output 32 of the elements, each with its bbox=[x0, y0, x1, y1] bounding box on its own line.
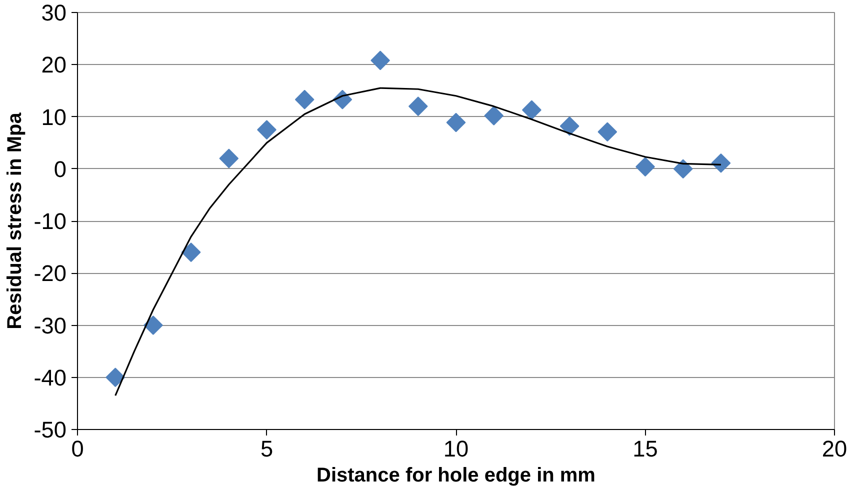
y-axis-title: Residual stress in Mpa bbox=[4, 112, 26, 330]
x-axis-title: Distance for hole edge in mm bbox=[316, 464, 596, 486]
point bbox=[257, 120, 276, 140]
point bbox=[711, 153, 731, 173]
y-tick-label: 20 bbox=[41, 52, 66, 78]
y-tick-label: 0 bbox=[54, 156, 67, 182]
y-tick-label: -10 bbox=[34, 208, 67, 234]
point bbox=[673, 159, 693, 179]
y-tick-label: -40 bbox=[34, 364, 67, 390]
point bbox=[636, 157, 655, 176]
point bbox=[560, 116, 580, 136]
point bbox=[598, 122, 618, 142]
x-tick-label: 20 bbox=[822, 436, 848, 462]
y-tick-label: -30 bbox=[34, 312, 67, 338]
x-tick-label: 5 bbox=[260, 436, 274, 462]
point bbox=[219, 148, 239, 168]
point bbox=[370, 50, 390, 70]
point bbox=[106, 368, 126, 388]
point bbox=[181, 242, 201, 262]
y-tick-label: 30 bbox=[41, 0, 66, 26]
point bbox=[446, 112, 466, 132]
point bbox=[484, 106, 504, 126]
y-tick-label: -50 bbox=[34, 416, 67, 442]
x-tick-label: 0 bbox=[71, 436, 84, 462]
point bbox=[294, 90, 314, 110]
point bbox=[522, 100, 542, 120]
point bbox=[144, 316, 163, 335]
y-tick-label: 10 bbox=[41, 104, 66, 130]
y-tick-label: -20 bbox=[34, 260, 67, 286]
x-tick-label: 10 bbox=[443, 436, 469, 462]
point bbox=[408, 96, 428, 116]
x-tick-label: 15 bbox=[632, 436, 658, 462]
